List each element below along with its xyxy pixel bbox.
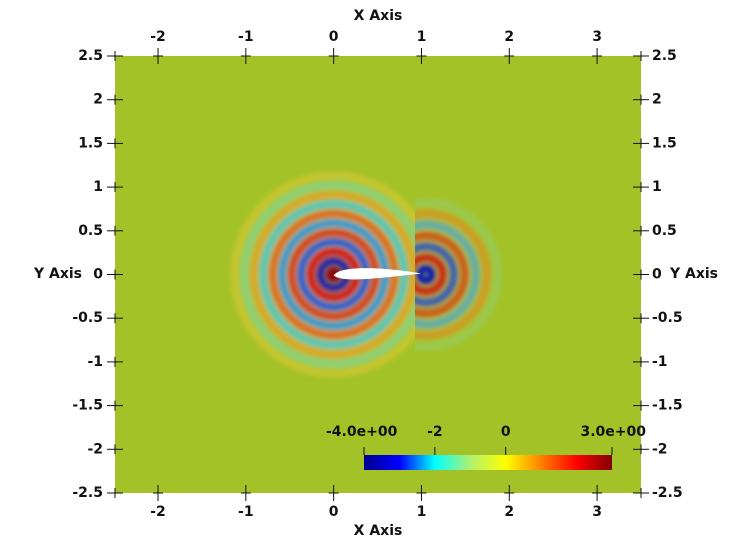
- wave-ring: [249, 190, 415, 359]
- x-tick-label: 1: [417, 504, 427, 520]
- y-tick-label: -0.5: [652, 310, 683, 326]
- y-tick-label: -1.5: [72, 398, 103, 414]
- x-tick-label: 3: [592, 29, 602, 45]
- field: [230, 171, 502, 378]
- x-tick-label: 2: [504, 29, 514, 45]
- y-tick-label: 2.5: [652, 48, 677, 64]
- airfoil: [333, 268, 422, 280]
- wave-arc: [415, 264, 436, 285]
- wave-arc: [415, 253, 447, 296]
- colorbar: [364, 455, 612, 470]
- y-tick-label: 1.5: [652, 135, 677, 151]
- y-tick-label: 1: [652, 179, 662, 195]
- colorbar-label: -4.0e+00: [326, 424, 398, 440]
- wave-arc: [415, 209, 491, 340]
- x-axis-title-bottom: X Axis: [354, 523, 403, 539]
- colorbar-label: 0: [501, 424, 511, 440]
- x-tick-label: 2: [504, 504, 514, 520]
- wave-ring: [240, 181, 415, 368]
- wave-arc: [415, 231, 469, 318]
- y-tick-label: 1: [93, 179, 103, 195]
- x-axis-title-top: X Axis: [354, 8, 403, 24]
- x-tick-label: 0: [329, 504, 339, 520]
- x-tick-label: -1: [238, 29, 254, 45]
- y-tick-label: 2.5: [78, 48, 103, 64]
- y-tick-label: -2: [87, 441, 103, 457]
- colorbar-label: 3.0e+00: [580, 424, 646, 440]
- x-tick-label: -1: [238, 504, 254, 520]
- wave-arc: [415, 220, 480, 329]
- x-tick-label: -2: [150, 29, 166, 45]
- y-tick-label: 2: [93, 92, 103, 108]
- y-tick-label: -1: [652, 354, 668, 370]
- x-tick-label: 0: [329, 29, 339, 45]
- right-waves: [415, 198, 502, 351]
- x-tick-label: 3: [592, 504, 602, 520]
- y-tick-label: 0: [652, 267, 662, 283]
- wave-arc: [415, 198, 502, 351]
- y-tick-label: 0.5: [78, 223, 103, 239]
- y-tick-label: -1.5: [652, 398, 683, 414]
- y-tick-label: 0: [93, 267, 103, 283]
- right-waves-blur: [415, 198, 502, 351]
- y-tick-label: 1.5: [78, 135, 103, 151]
- y-tick-label: -2.5: [652, 485, 683, 501]
- y-axis-title-right: Y Axis: [669, 266, 718, 282]
- y-axis-title-left: Y Axis: [33, 266, 82, 282]
- y-tick-label: -0.5: [72, 310, 103, 326]
- wave-ring: [230, 171, 415, 378]
- y-tick-label: -1: [87, 354, 103, 370]
- x-tick-label: -2: [150, 504, 166, 520]
- y-tick-label: 2: [652, 92, 662, 108]
- colorbar-label: -2: [427, 424, 443, 440]
- y-tick-label: -2: [652, 441, 668, 457]
- x-tick-label: 1: [417, 29, 427, 45]
- y-tick-label: 0.5: [652, 223, 677, 239]
- wave-arc: [415, 242, 458, 307]
- y-tick-label: -2.5: [72, 485, 103, 501]
